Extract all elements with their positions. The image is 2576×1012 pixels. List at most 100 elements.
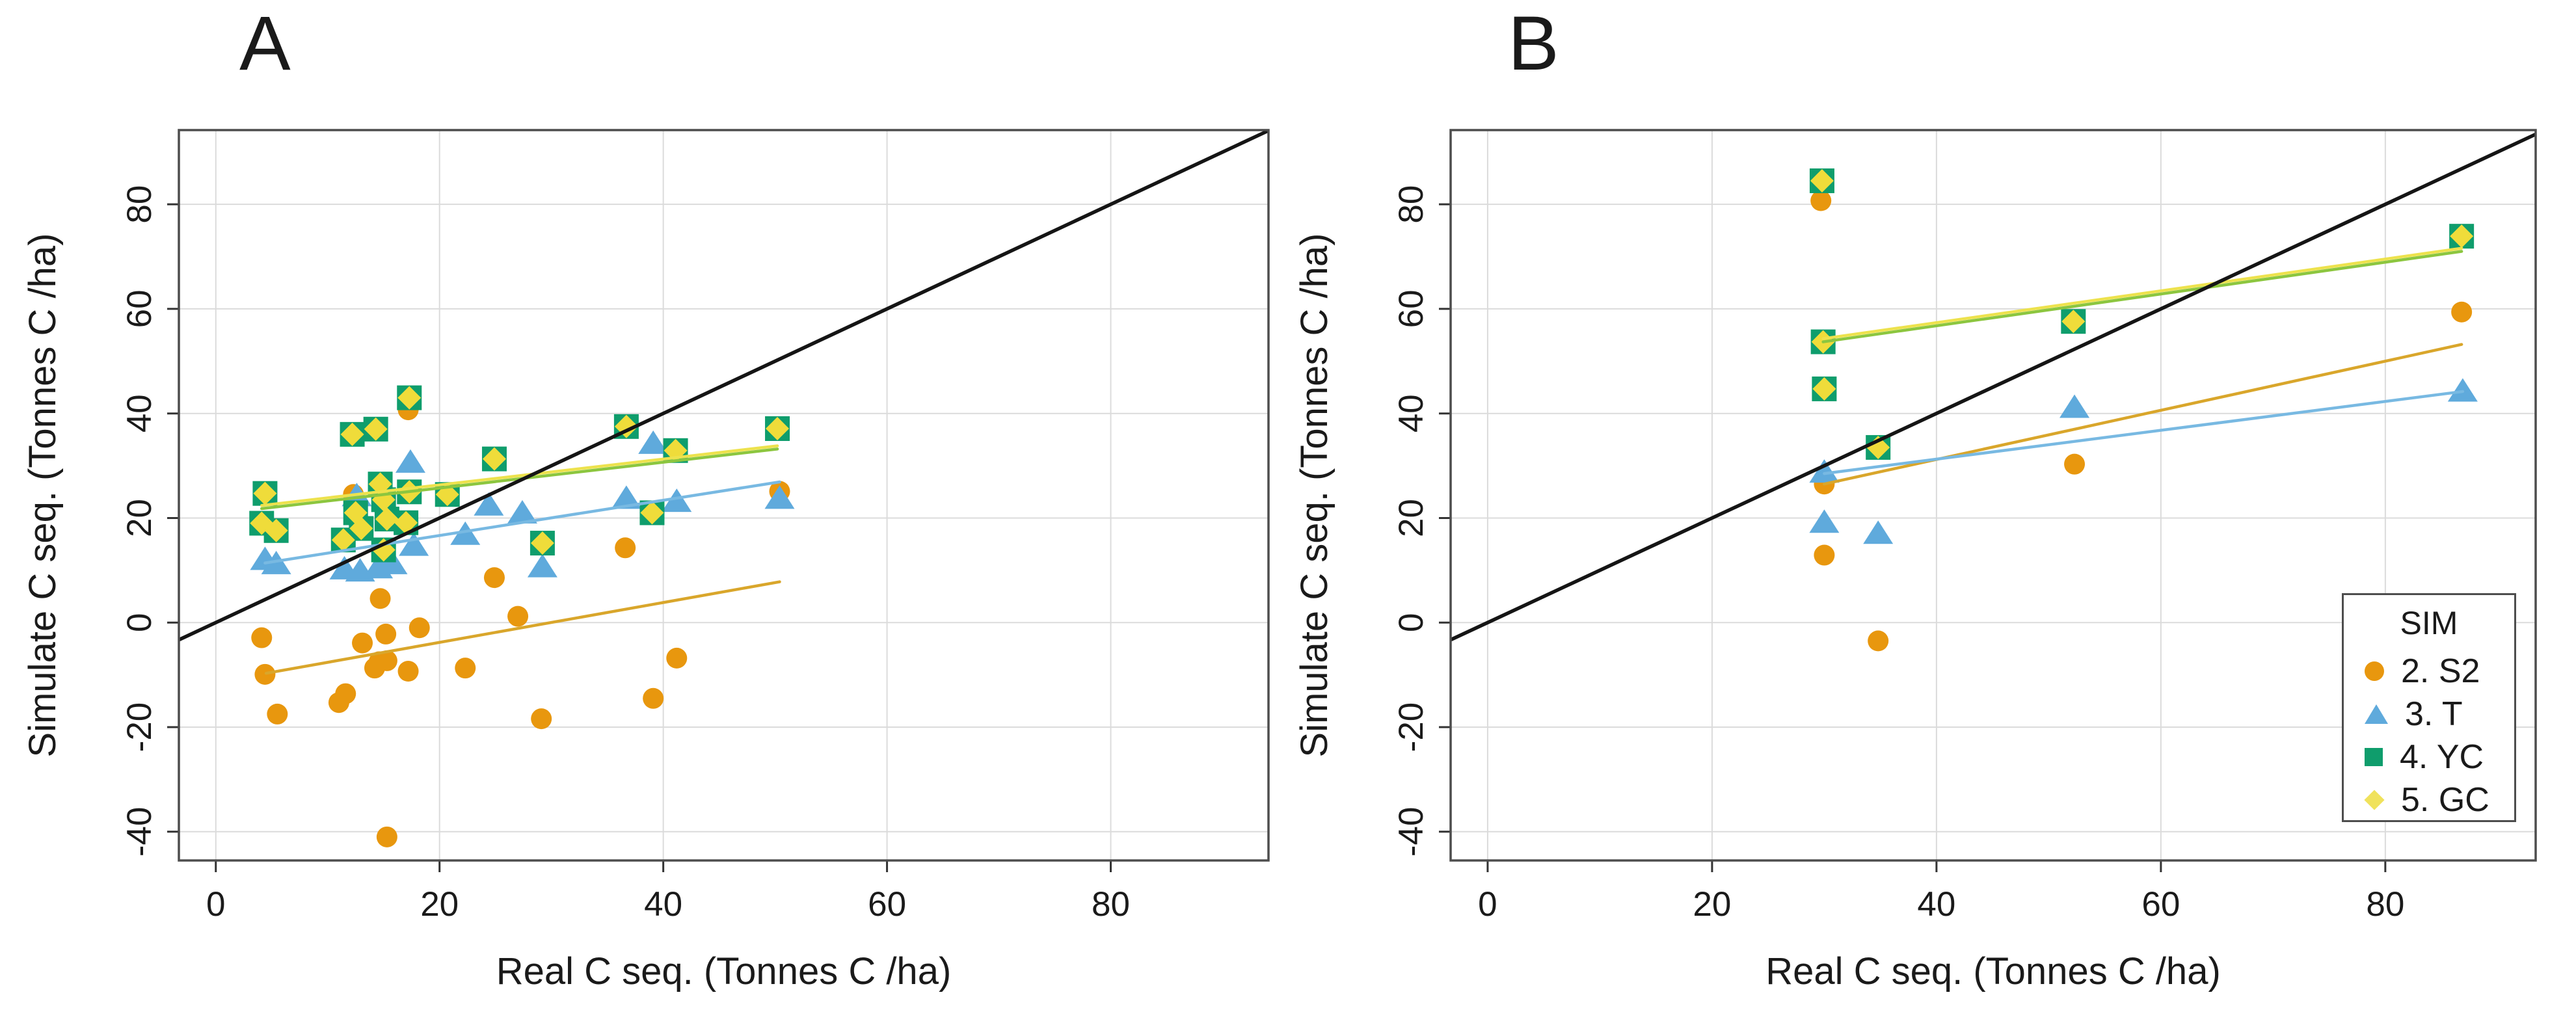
data-point-marker	[349, 516, 373, 540]
identity-line	[178, 129, 1270, 642]
legend-box: SIM 2. S2 3. T 4. YC 5. GC	[2342, 593, 2516, 822]
plot-border	[1449, 129, 2537, 862]
data-point-marker	[267, 703, 288, 725]
data-point-marker	[1810, 190, 1832, 211]
data-point-marker	[1809, 459, 1840, 483]
legend-title: SIM	[2400, 605, 2458, 641]
data-point-marker	[2451, 301, 2473, 323]
data-point-marker	[254, 663, 276, 685]
data-point-marker	[527, 553, 557, 578]
data-point-marker	[483, 567, 505, 589]
y-axis-tick-label: -40	[120, 806, 159, 857]
legend-item-yc: 4. YC	[2344, 736, 2514, 779]
series-diamond	[250, 386, 790, 562]
legend-item-t: 3. T	[2344, 693, 2514, 736]
y-axis-tick-label: 60	[120, 289, 159, 328]
data-point-marker	[666, 647, 688, 669]
data-point-marker	[2447, 378, 2478, 402]
data-point-marker	[766, 417, 790, 441]
series-circle	[251, 399, 790, 847]
fit-line	[1821, 250, 2463, 343]
data-point-marker	[455, 658, 476, 679]
fit-line	[1823, 390, 2465, 475]
data-point-marker	[335, 683, 356, 704]
data-point-marker	[397, 661, 419, 682]
legend-item-gc: 5. GC	[2344, 779, 2514, 821]
data-point-marker	[394, 511, 418, 535]
data-point-marker	[662, 488, 692, 513]
data-point-marker	[482, 447, 506, 471]
data-point-marker	[1863, 520, 1894, 544]
series-diamond	[1810, 168, 2474, 459]
circle-marker-icon	[2365, 661, 2384, 681]
data-point-marker	[375, 623, 397, 645]
x-axis-tick-label: 80	[2366, 885, 2404, 924]
legend-item-label: 5. GC	[2401, 781, 2489, 819]
fit-line	[263, 480, 781, 565]
data-point-marker	[2059, 394, 2090, 418]
y-axis-tick-label: 80	[120, 185, 159, 224]
data-point-marker	[264, 518, 288, 542]
data-point-marker	[2064, 453, 2086, 475]
x-axis-tick-label: 60	[2141, 885, 2180, 924]
y-axis-tick-label: -20	[1392, 702, 1430, 752]
data-point-marker	[640, 501, 664, 525]
y-axis-tick-label: 20	[1392, 499, 1430, 537]
data-point-marker	[507, 499, 537, 524]
y-axis-tick-label: 40	[1392, 394, 1430, 433]
x-axis-tick-label: 60	[868, 885, 906, 924]
data-point-marker	[1812, 377, 1836, 401]
data-point-marker	[474, 492, 504, 516]
series-triangle	[1809, 378, 2478, 544]
data-point-marker	[2450, 224, 2474, 248]
legend-item-label: 2. S2	[2401, 652, 2480, 690]
data-point-marker	[643, 687, 664, 709]
fit-line	[260, 444, 779, 507]
series-circle	[1810, 190, 2473, 652]
data-point-marker	[531, 708, 552, 730]
data-point-marker	[251, 627, 273, 648]
plot-border	[178, 129, 1270, 862]
data-point-marker	[331, 528, 355, 552]
data-point-marker	[530, 531, 554, 555]
y-axis-tick-label: 0	[1392, 613, 1430, 632]
data-point-marker	[615, 537, 636, 559]
y-axis-tick-label: 80	[1392, 185, 1430, 224]
triangle-marker-icon	[2365, 704, 2388, 724]
legend-item-label: 4. YC	[2400, 738, 2484, 776]
data-point-marker	[369, 588, 391, 609]
identity-line	[1449, 132, 2537, 642]
panel-a: 0 20 40 60 80 -40 -20 0 20 40 60 80 Real C seq. (Ton…	[21, 129, 1270, 992]
data-point-marker	[409, 617, 430, 639]
x-axis-tick-label: 80	[1092, 885, 1130, 924]
data-point-marker	[253, 481, 277, 505]
y-axis-tick-label: -20	[120, 702, 159, 752]
y-axis-label: Simulate C seq. (Tonnes C /ha)	[21, 233, 64, 758]
data-point-marker	[611, 485, 641, 509]
panel-b: 0 20 40 60 80 -40 -20 0 20 40 60 80 Real C seq. (Ton…	[1293, 129, 2537, 992]
data-point-marker	[376, 826, 397, 847]
data-point-marker	[2061, 310, 2086, 334]
series-square	[1809, 168, 2475, 460]
data-point-marker	[1868, 630, 1889, 652]
fit-line	[1821, 246, 2463, 340]
fit-line	[264, 580, 781, 675]
y-axis-label: Simulate C seq. (Tonnes C /ha)	[1293, 233, 1335, 758]
square-marker-icon	[2365, 748, 2383, 766]
panel-b-title: B	[1508, 1, 1559, 87]
diamond-marker-icon	[2364, 790, 2385, 810]
data-point-marker	[377, 550, 408, 574]
series-square	[249, 385, 790, 563]
data-point-marker	[376, 650, 397, 671]
x-axis-tick-label: 20	[1693, 885, 1731, 924]
data-point-marker	[638, 430, 669, 454]
data-point-marker	[1814, 544, 1835, 566]
x-axis-tick-label: 0	[1478, 885, 1497, 924]
data-point-marker	[340, 422, 364, 446]
data-point-marker	[375, 507, 399, 531]
data-point-marker	[397, 386, 422, 410]
x-axis-tick-label: 20	[420, 885, 459, 924]
x-axis-label: Real C seq. (Tonnes C /ha)	[496, 950, 952, 992]
y-axis-tick-label: -40	[1392, 806, 1430, 857]
